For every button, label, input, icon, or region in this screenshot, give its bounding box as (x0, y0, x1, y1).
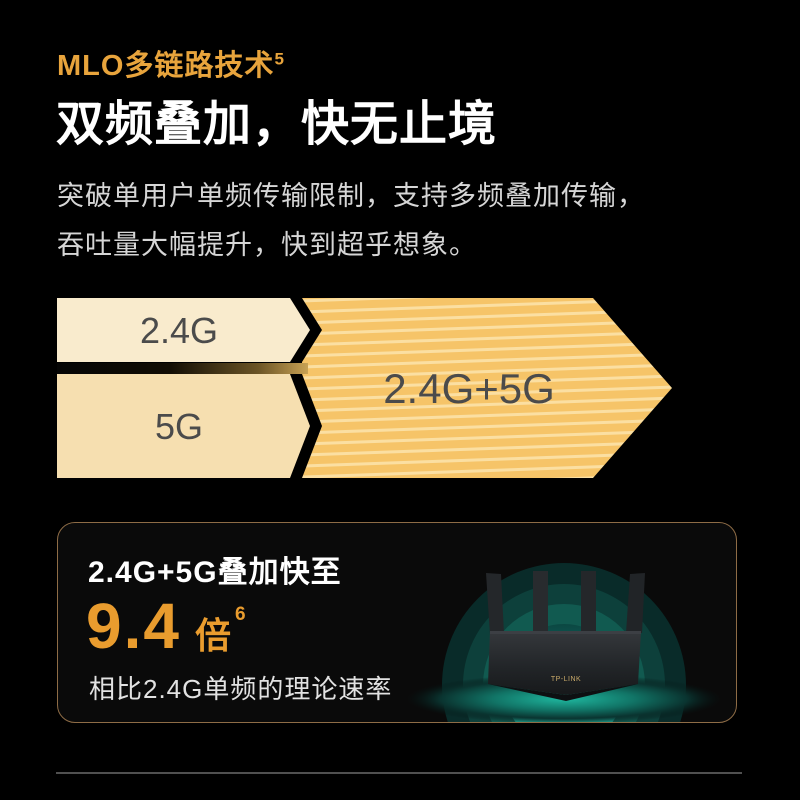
description: 突破单用户单频传输限制，支持多频叠加传输， 吞吐量大幅提升，快到超乎想象。 (57, 172, 645, 270)
router-illustration: TP-LINK (406, 563, 722, 722)
kicker-sup: 5 (274, 49, 285, 69)
bottom-divider (56, 772, 742, 774)
band-top (57, 298, 310, 362)
stat-value: 9.4 (86, 590, 181, 662)
stat-card: 2.4G+5G叠加快至 9.4 倍 6 相比2.4G单频的理论速率 (57, 522, 737, 723)
description-line: 吞吐量大幅提升，快到超乎想象。 (57, 230, 477, 260)
page-title: 双频叠加，快无止境 (56, 98, 498, 151)
merged-arrow-label: 2.4G+5G (383, 365, 555, 412)
router-antenna (533, 571, 548, 635)
kicker: MLO多链路技术5 (57, 42, 285, 84)
router-body (488, 631, 641, 695)
stat-card-title: 2.4G+5G叠加快至 (88, 556, 342, 589)
band-merge-diagram: 2.4G 5G 2.4G+5G (57, 298, 672, 478)
router-antenna (486, 573, 504, 635)
description-line: 突破单用户单频传输限制，支持多频叠加传输， (57, 181, 645, 211)
stat-caption: 相比2.4G单频的理论速率 (89, 674, 393, 704)
stat-row: 9.4 倍 6 (86, 589, 246, 663)
band-top-label: 2.4G (140, 310, 218, 351)
band-bottom-label: 5G (155, 406, 203, 447)
kicker-label: MLO多链路技术 (57, 50, 275, 82)
router-body-top-edge (490, 631, 641, 634)
merged-arrow (302, 298, 672, 478)
band-bottom (57, 374, 310, 478)
router-body-base (488, 684, 638, 701)
stat-unit-sup: 6 (234, 604, 246, 625)
router-antenna (581, 571, 596, 635)
band-separator (57, 363, 308, 374)
router-antenna (626, 573, 645, 633)
stat-unit: 倍 (194, 615, 231, 656)
router-brand-label: TP-LINK (551, 676, 581, 683)
